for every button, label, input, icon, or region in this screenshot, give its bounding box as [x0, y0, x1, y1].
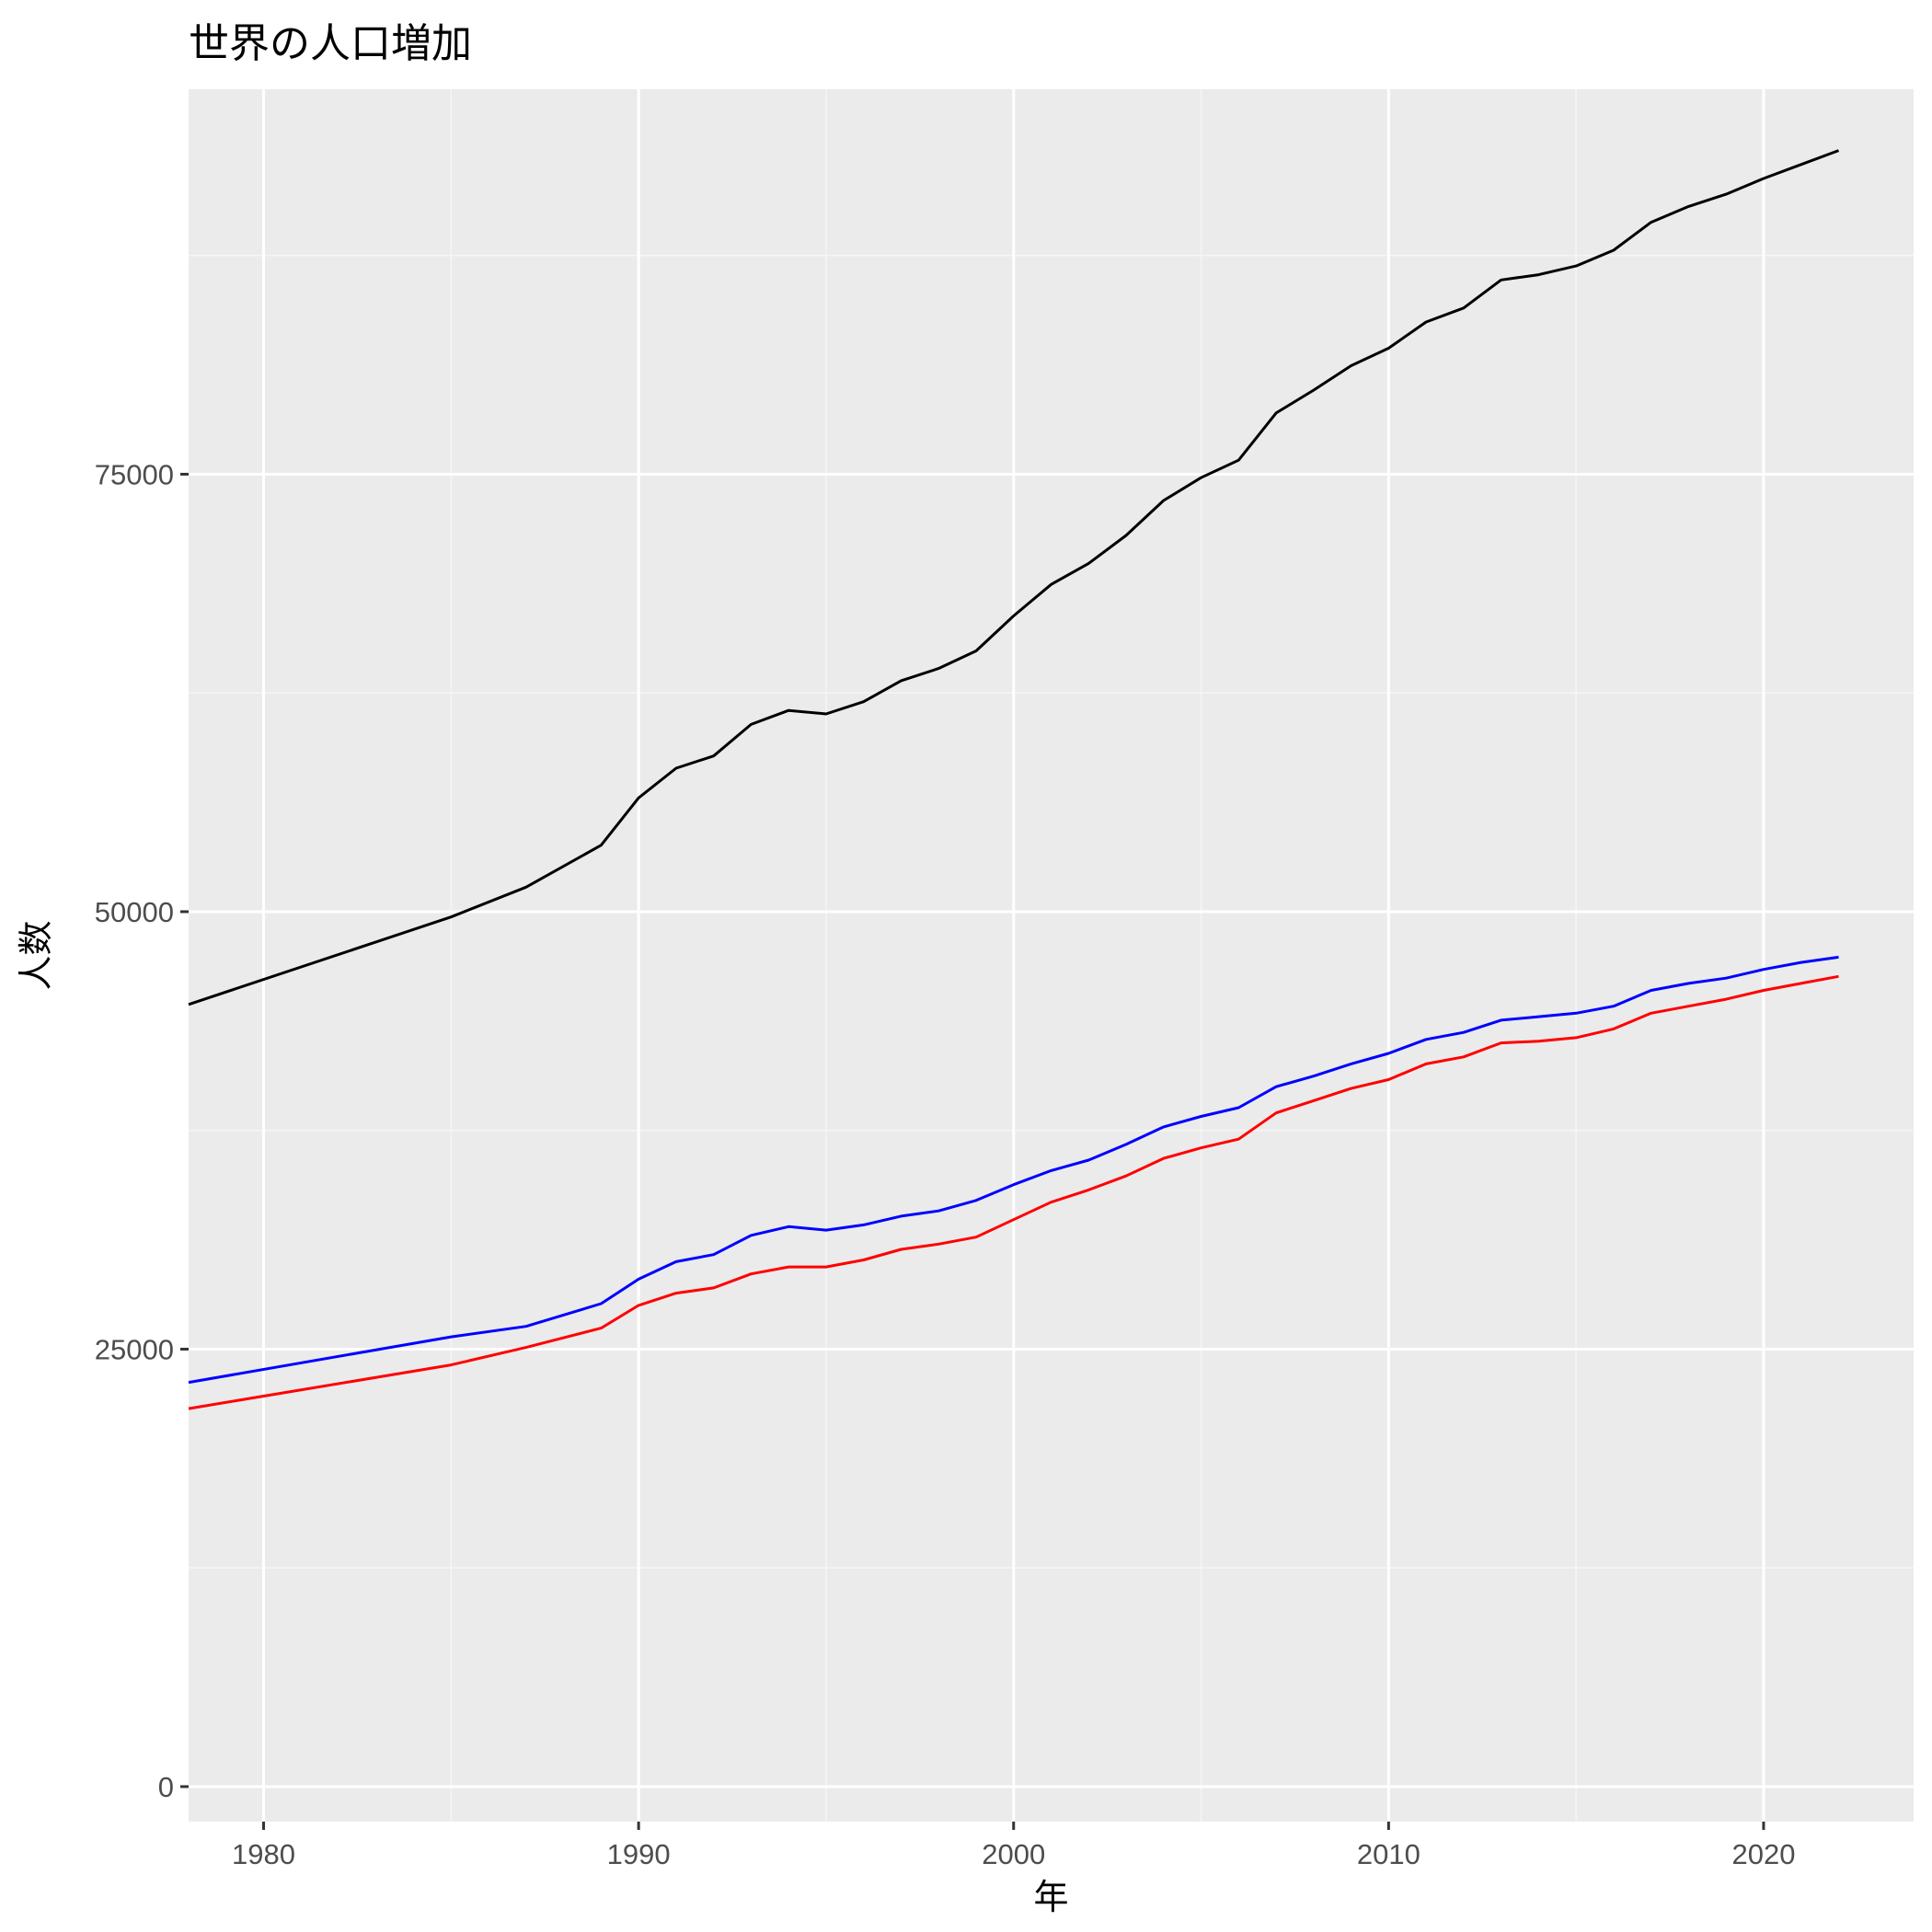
y-tick-label: 0	[158, 1771, 174, 1803]
plot-panel	[189, 89, 1914, 1822]
series-line-1	[188, 149, 1840, 1006]
major-gridlines	[189, 89, 1914, 1822]
x-tick-label: 1990	[607, 1838, 671, 1870]
series-line-3	[188, 974, 1839, 1410]
chart-title: 世界の人口増加	[189, 20, 472, 67]
x-tick-label: 2000	[982, 1838, 1045, 1870]
y-axis-title: 人数	[16, 920, 56, 990]
x-tick-label: 1980	[232, 1838, 295, 1870]
y-tick-label: 75000	[95, 458, 174, 490]
y-tick-label: 25000	[95, 1333, 174, 1365]
y-tick-label: 50000	[95, 896, 174, 928]
x-axis-title: 年	[1033, 1877, 1068, 1917]
series-lines	[188, 149, 1840, 1410]
x-tick-label: 2020	[1731, 1838, 1795, 1870]
x-tick-label: 2010	[1357, 1838, 1420, 1870]
series-line-2	[188, 955, 1839, 1385]
minor-gridlines	[189, 89, 1914, 1822]
x-axis-ticks: 1980 1990 2000 2010 2020	[232, 1822, 1795, 1870]
y-axis-ticks: 0 25000 50000 75000	[95, 458, 189, 1803]
